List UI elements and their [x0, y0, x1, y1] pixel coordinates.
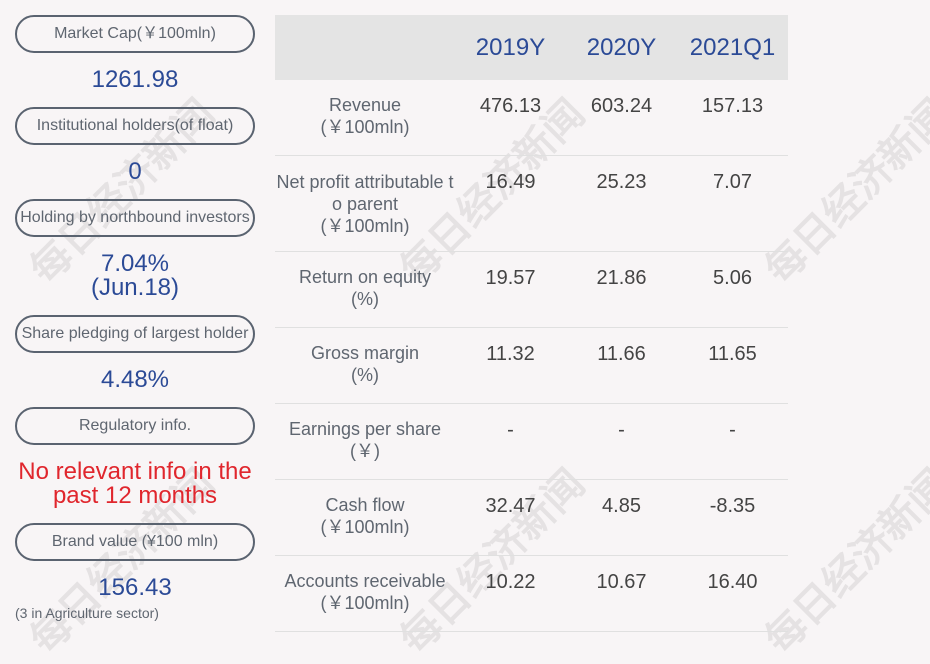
- header-2021q1: 2021Q1: [689, 33, 776, 61]
- table-row-eps: Earnings per share (￥) - - -: [275, 404, 788, 480]
- cell-2019y: 16.49: [485, 171, 536, 193]
- cell-2020y: -: [618, 419, 625, 441]
- cell-2019y: 10.22: [485, 571, 536, 593]
- header-2020y: 2020Y: [586, 33, 657, 61]
- cell-2020y: 25.23: [596, 171, 647, 193]
- cell-2021q1: 5.06: [713, 267, 752, 289]
- cell-2021q1: 7.07: [713, 171, 752, 193]
- regulatory-info-label: Regulatory info.: [15, 407, 255, 445]
- cell-2020y: 11.66: [597, 343, 646, 365]
- table-row-revenue: Revenue (￥100mln) 476.13 603.24 157.13: [275, 80, 788, 156]
- northbound-holding-label: Holding by northbound investors: [15, 199, 255, 237]
- northbound-holding-date: (Jun.18): [90, 274, 180, 301]
- cell-2021q1: 16.40: [707, 571, 758, 593]
- regulatory-info-value: No relevant info in the: [18, 458, 252, 485]
- table-row-cash-flow: Cash flow (￥100mln) 32.47 4.85 -8.35: [275, 480, 788, 556]
- cell-2019y: 11.32: [486, 343, 535, 365]
- cell-2020y: 4.85: [602, 495, 641, 517]
- market-cap-value: 1261.98: [91, 66, 179, 93]
- cell-2020y: 603.24: [590, 95, 653, 117]
- table-header: 2019Y 2020Y 2021Q1: [275, 15, 788, 80]
- header-2019y: 2019Y: [475, 33, 546, 61]
- cell-2019y: 476.13: [479, 95, 542, 117]
- cell-2019y: -: [507, 419, 514, 441]
- brand-value-value: 156.43: [98, 574, 172, 601]
- regulatory-info-value-line2: past 12 months: [52, 482, 218, 509]
- row-label: Earnings per share (￥): [288, 419, 442, 461]
- row-label: Cash flow (￥100mln): [320, 495, 410, 537]
- row-label: Return on equity (%): [298, 267, 432, 309]
- table-row-accounts-receivable: Accounts receivable (￥100mln) 10.22 10.67…: [275, 556, 788, 632]
- cell-2019y: 32.47: [485, 495, 536, 517]
- northbound-holding-value: 7.04%: [100, 250, 170, 277]
- cell-2021q1: -8.35: [709, 495, 756, 517]
- table-row-roe: Return on equity (%) 19.57 21.86 5.06: [275, 252, 788, 328]
- share-pledging-value: 4.48%: [100, 366, 170, 393]
- cell-2019y: 19.57: [485, 267, 536, 289]
- row-label: Accounts receivable (￥100mln): [284, 571, 446, 613]
- market-cap-label: Market Cap(￥100mln): [15, 15, 255, 53]
- cell-2020y: 10.67: [596, 571, 647, 593]
- institutional-holders-value: 0: [128, 158, 142, 185]
- brand-value-label: Brand value (¥100 mln): [15, 523, 255, 561]
- cell-2021q1: 157.13: [701, 95, 764, 117]
- table-row-gross-margin: Gross margin (%) 11.32 11.66 11.65: [275, 328, 788, 404]
- row-label: Gross margin (%): [310, 343, 420, 385]
- brand-value-rank-note: (3 in Agriculture sector): [15, 605, 159, 621]
- row-label: Revenue (￥100mln): [320, 95, 410, 137]
- cell-2020y: 21.86: [596, 267, 647, 289]
- cell-2021q1: 11.65: [708, 343, 757, 365]
- institutional-holders-label: Institutional holders(of float): [15, 107, 255, 145]
- financials-table: 2019Y 2020Y 2021Q1 Revenue (￥100mln) 476.…: [275, 15, 788, 632]
- share-pledging-label: Share pledging of largest holder: [15, 315, 255, 353]
- cell-2021q1: -: [729, 419, 736, 441]
